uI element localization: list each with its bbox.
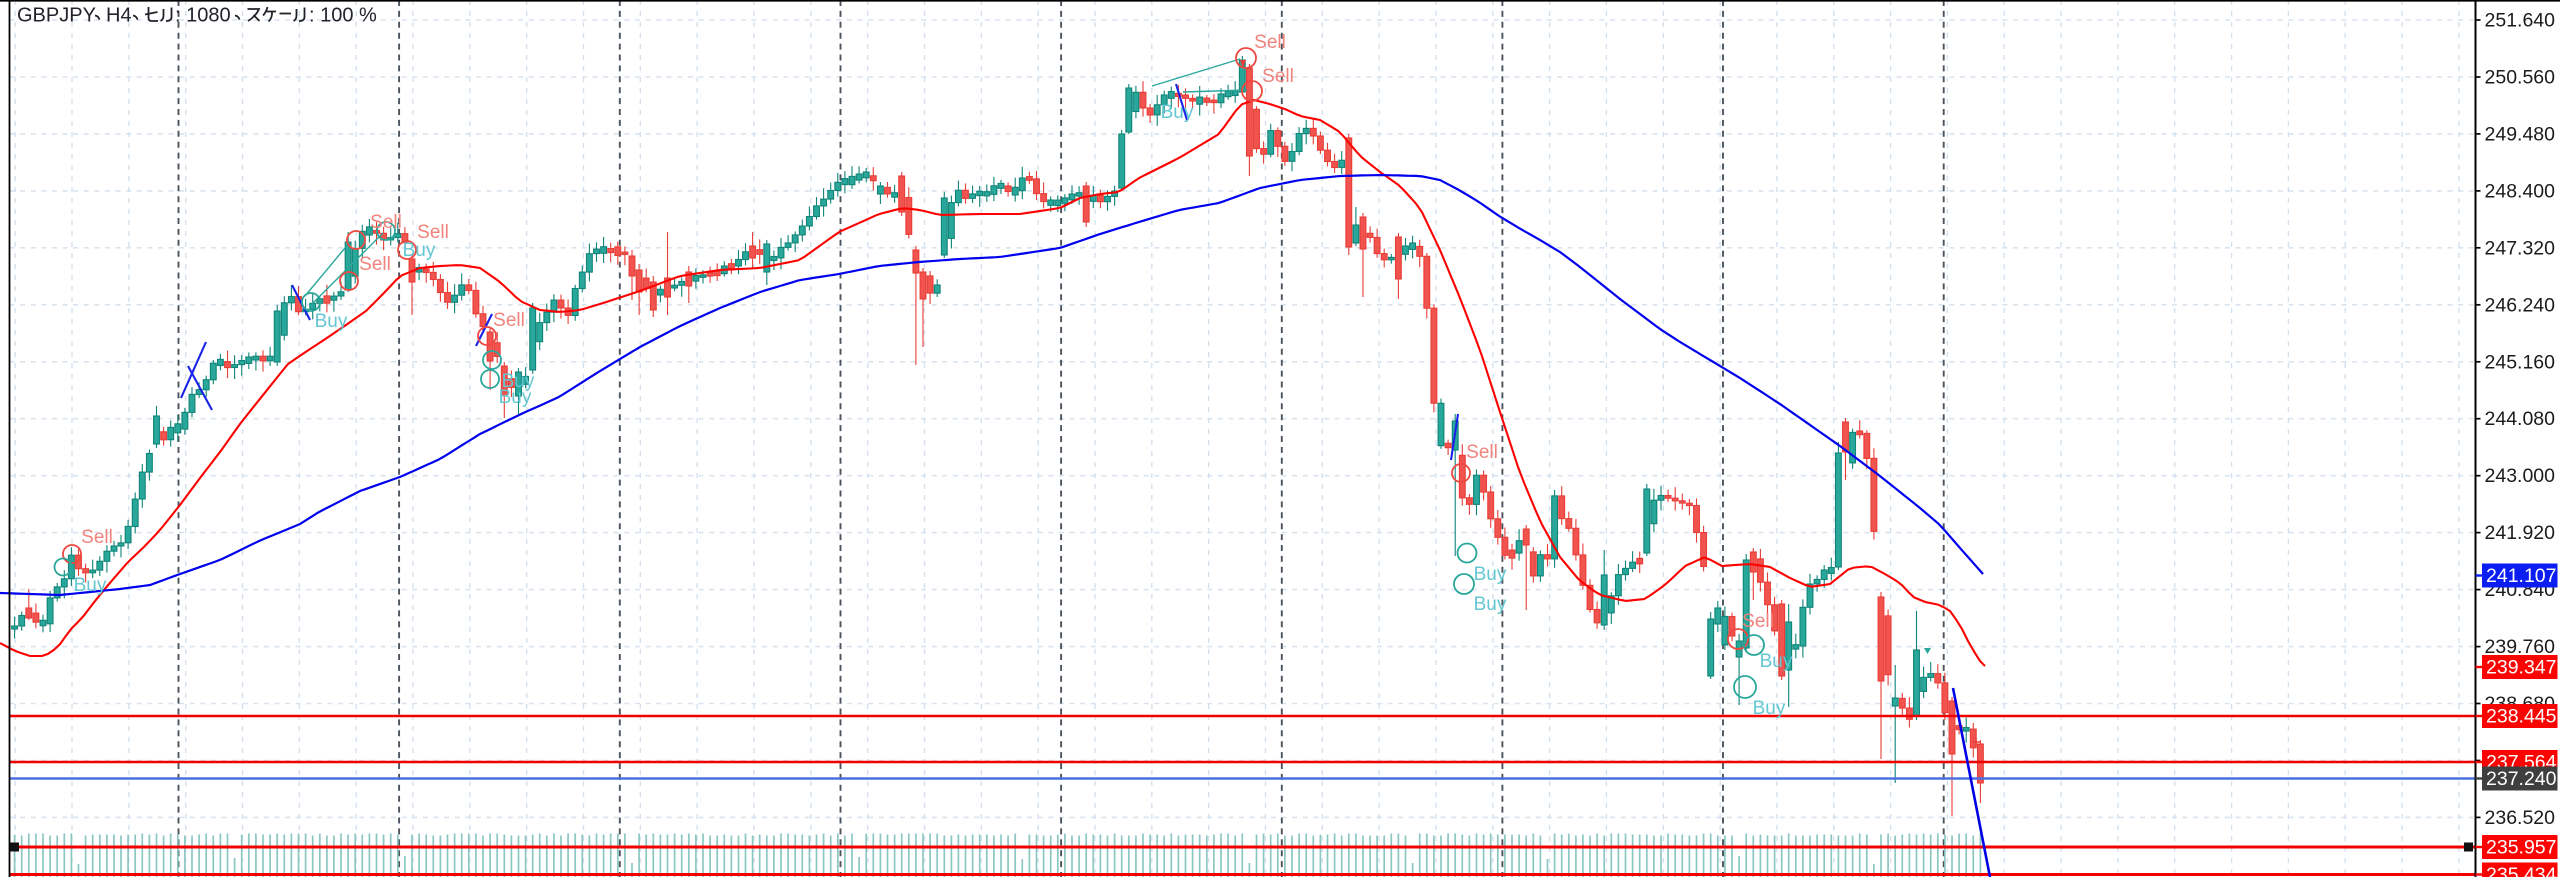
svg-text:Sell: Sell xyxy=(1254,32,1286,53)
svg-text:Sell: Sell xyxy=(417,222,449,243)
svg-text:248.400: 248.400 xyxy=(2485,180,2556,202)
svg-text:237.240: 237.240 xyxy=(2486,768,2557,790)
svg-text:Buy: Buy xyxy=(1474,594,1507,615)
svg-text:239.347: 239.347 xyxy=(2486,657,2557,679)
svg-text:236.520: 236.520 xyxy=(2485,807,2556,829)
svg-text:Sell: Sell xyxy=(1466,442,1498,463)
svg-text:239.760: 239.760 xyxy=(2485,636,2556,658)
svg-text:243.000: 243.000 xyxy=(2485,465,2556,487)
svg-text:Sell: Sell xyxy=(359,254,391,275)
svg-text:247.320: 247.320 xyxy=(2485,237,2556,259)
svg-text:H4: H4 xyxy=(106,5,132,27)
svg-text:238.445: 238.445 xyxy=(2486,706,2557,728)
svg-text:241.107: 241.107 xyxy=(2486,565,2557,587)
svg-text:Buy: Buy xyxy=(1161,102,1194,123)
svg-text:Buy: Buy xyxy=(403,240,436,261)
svg-text:235.434: 235.434 xyxy=(2486,864,2557,877)
svg-text:Sell: Sell xyxy=(1742,611,1774,632)
svg-text:246.240: 246.240 xyxy=(2485,294,2556,316)
svg-text:GBPJPY: GBPJPY xyxy=(17,5,96,27)
svg-text:Buy: Buy xyxy=(1760,651,1793,672)
svg-text:Buy: Buy xyxy=(74,575,107,596)
svg-text:251.640: 251.640 xyxy=(2485,10,2556,32)
svg-text:Buy: Buy xyxy=(1474,564,1507,585)
svg-text:249.480: 249.480 xyxy=(2485,123,2556,145)
svg-text:235.957: 235.957 xyxy=(2486,837,2557,859)
svg-text:: 1080: : 1080 xyxy=(175,5,231,27)
svg-text:241.920: 241.920 xyxy=(2485,522,2556,544)
svg-text:250.560: 250.560 xyxy=(2485,67,2556,89)
svg-text:Buy: Buy xyxy=(502,371,535,392)
svg-text:Sell: Sell xyxy=(370,212,402,233)
svg-text:Buy: Buy xyxy=(315,311,348,332)
svg-text:Sell: Sell xyxy=(1262,66,1294,87)
svg-text:245.160: 245.160 xyxy=(2485,351,2556,373)
svg-text:Buy: Buy xyxy=(1753,698,1786,719)
svg-text:Sell: Sell xyxy=(81,527,113,548)
svg-text:Buy: Buy xyxy=(499,387,532,408)
svg-text:Sell: Sell xyxy=(493,310,525,331)
svg-text:244.080: 244.080 xyxy=(2485,408,2556,430)
svg-text:: 100 %: : 100 % xyxy=(309,5,377,27)
